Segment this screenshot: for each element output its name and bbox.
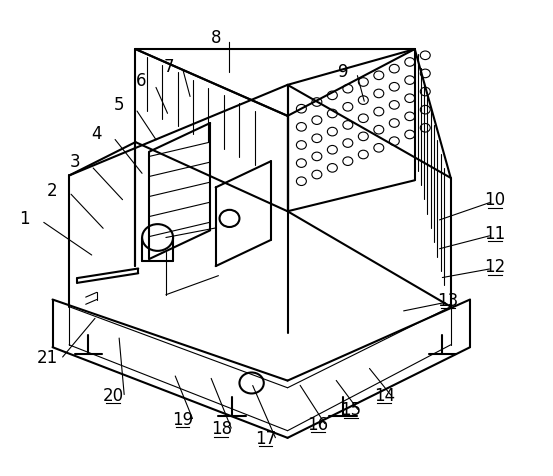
Text: 10: 10 bbox=[484, 191, 505, 209]
Text: 6: 6 bbox=[136, 72, 146, 90]
Text: 11: 11 bbox=[484, 224, 505, 242]
Text: 5: 5 bbox=[114, 96, 124, 114]
Text: 9: 9 bbox=[338, 62, 348, 80]
Text: 16: 16 bbox=[307, 415, 328, 433]
Text: 15: 15 bbox=[341, 400, 362, 418]
Text: 2: 2 bbox=[47, 181, 58, 199]
Text: 18: 18 bbox=[211, 419, 232, 437]
Text: 14: 14 bbox=[374, 386, 395, 404]
Text: 1: 1 bbox=[19, 210, 30, 228]
Text: 3: 3 bbox=[69, 153, 80, 171]
Text: 21: 21 bbox=[36, 348, 58, 366]
Text: 12: 12 bbox=[484, 258, 505, 276]
Text: 17: 17 bbox=[255, 429, 276, 447]
Text: 13: 13 bbox=[437, 291, 458, 309]
Text: 19: 19 bbox=[172, 410, 193, 428]
Text: 4: 4 bbox=[92, 124, 102, 142]
Text: 8: 8 bbox=[211, 29, 221, 47]
Text: 7: 7 bbox=[164, 58, 174, 76]
Text: 20: 20 bbox=[103, 386, 124, 404]
